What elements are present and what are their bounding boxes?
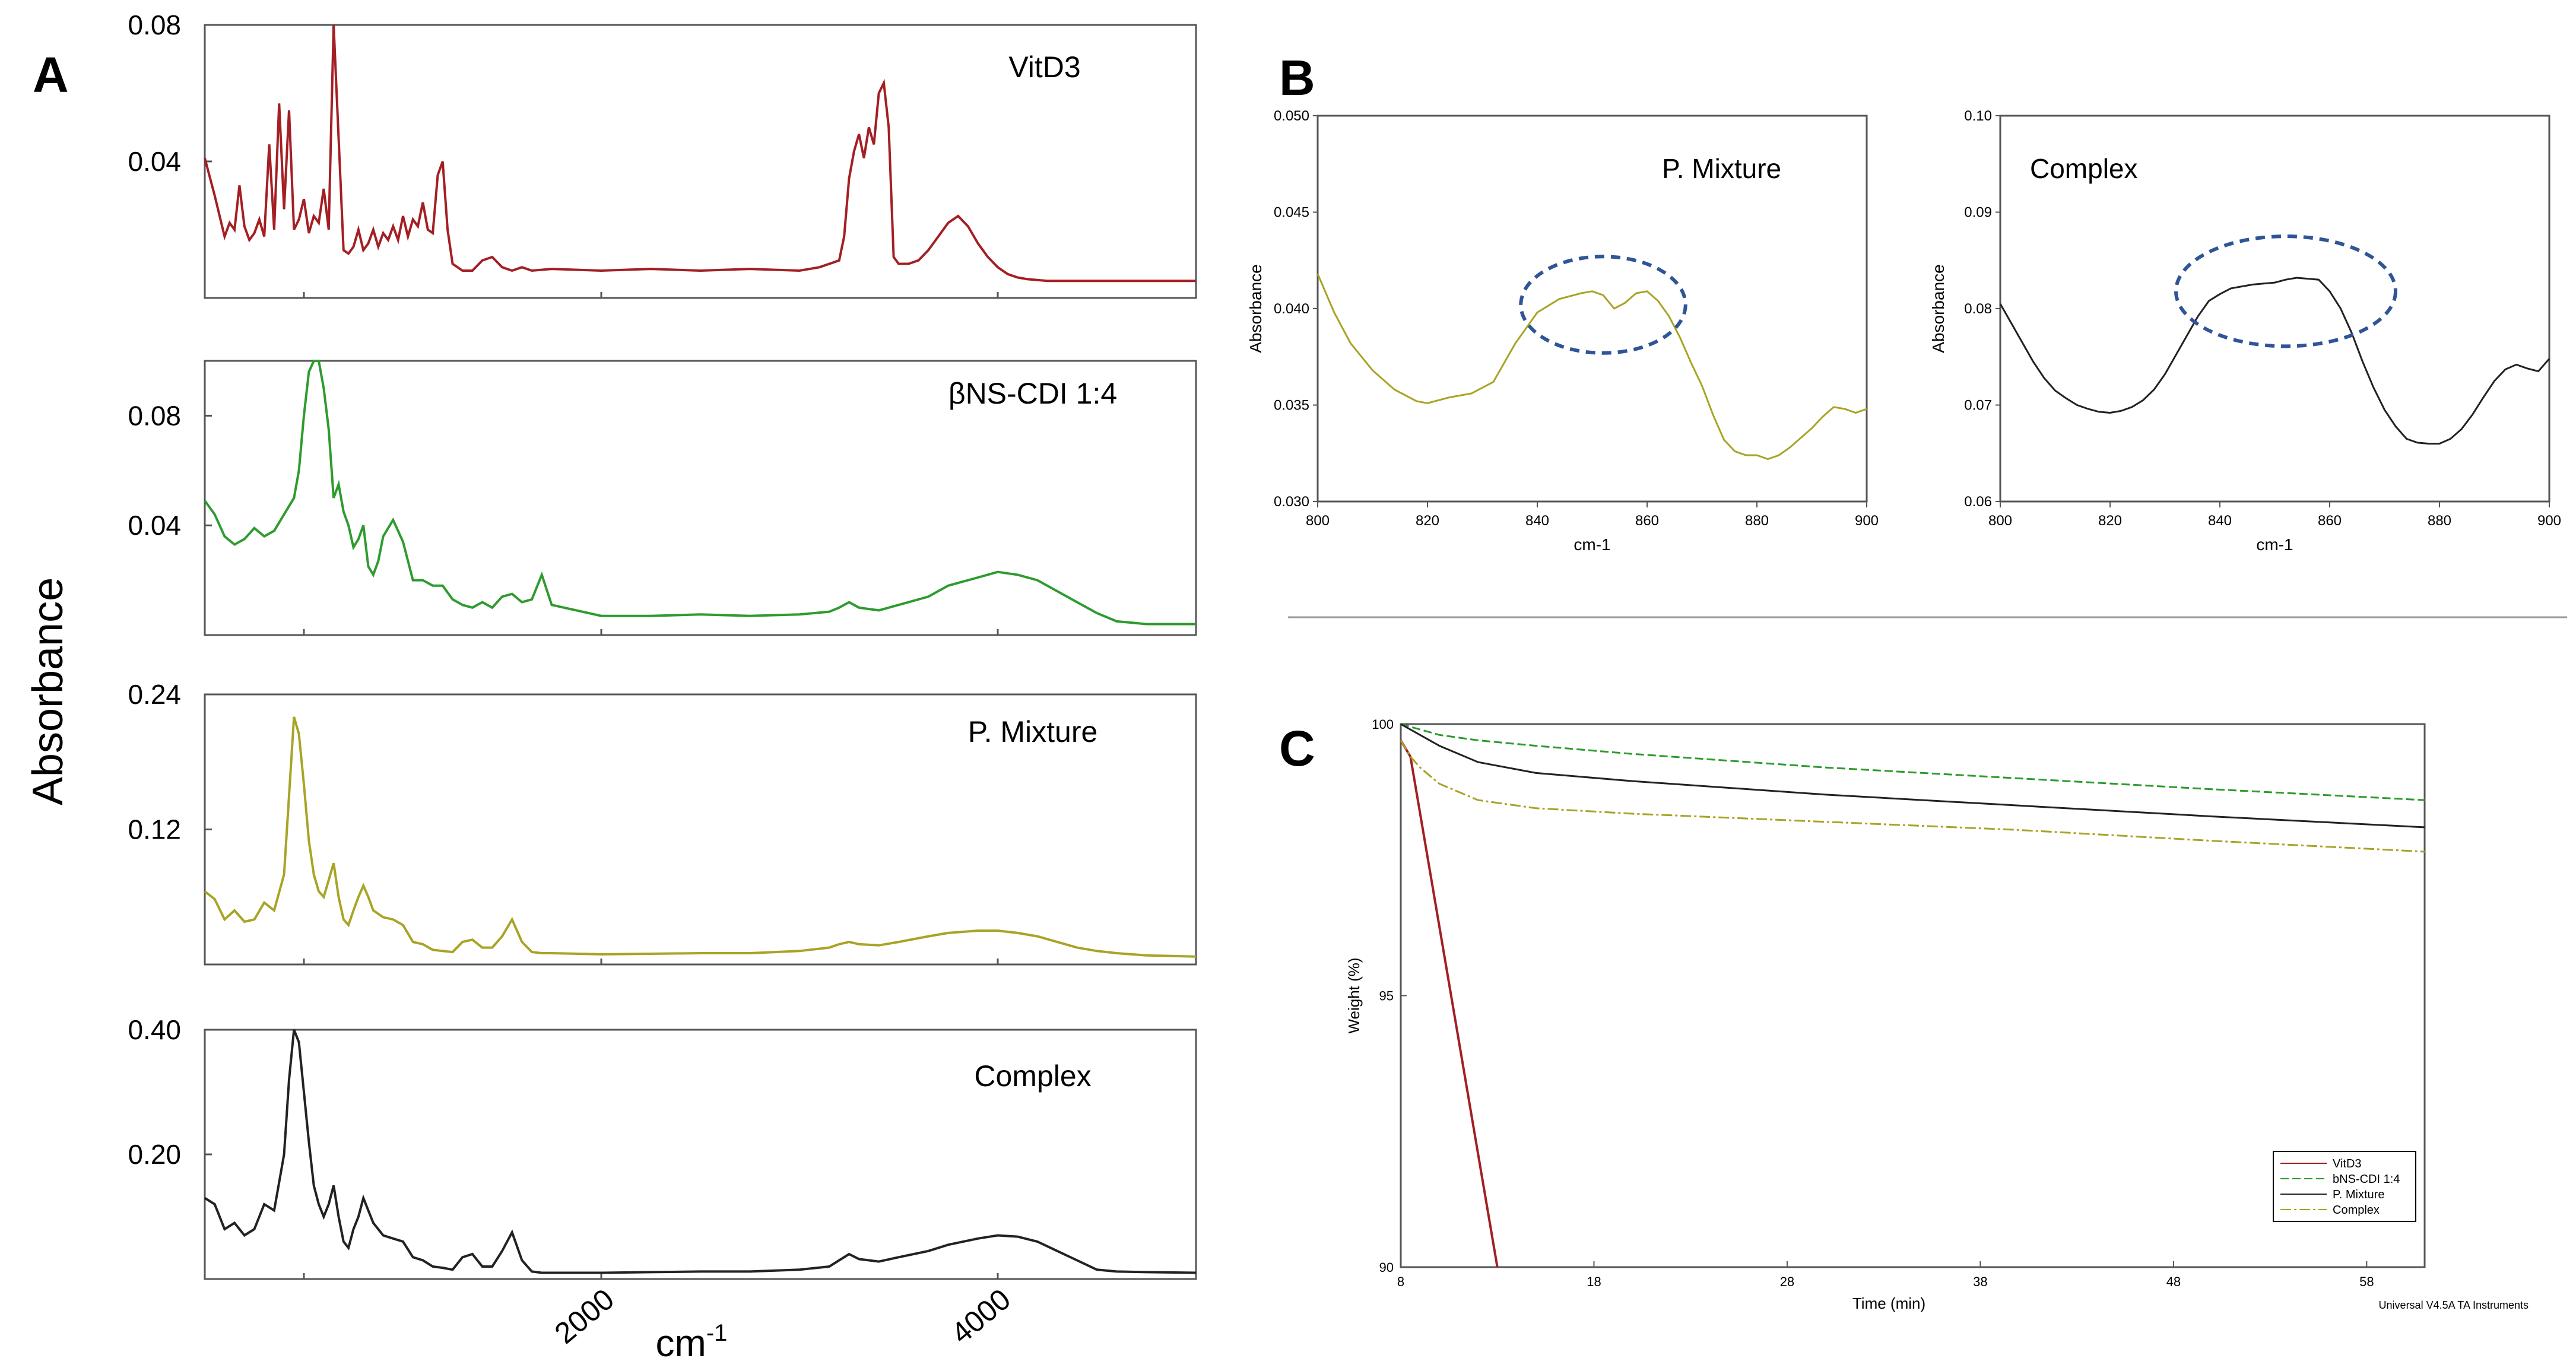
a-ylabel: Absorbance <box>24 577 72 805</box>
b1-ytick: 0.035 <box>1274 398 1309 414</box>
c-legend-item-vitd3: VitD3 <box>2333 1157 2362 1170</box>
c-xtick: 18 <box>1587 1274 1601 1289</box>
b1-frame <box>1316 115 1868 503</box>
b1-xtick: 820 <box>1416 513 1439 529</box>
c-legend-item-pmixture: P. Mixture <box>2333 1188 2384 1201</box>
panel-label-c: C <box>1279 721 1315 776</box>
b2-ylabel: Absorbance <box>1929 264 1947 353</box>
c-series-line <box>1400 723 2425 829</box>
a4-complex-line <box>204 1029 1197 1274</box>
b2-ytick: 0.09 <box>1964 205 1992 221</box>
a2-bns-cdi-line <box>204 360 1196 626</box>
a2-ytick: 0.08 <box>128 400 181 431</box>
b2-highlight-ellipse <box>2174 234 2397 348</box>
c-series-line <box>1400 740 2425 853</box>
b1-xtick: 900 <box>1855 513 1879 529</box>
a-xtick-4000: 4000 <box>945 1283 1017 1350</box>
c-xtick: 38 <box>1973 1274 1987 1289</box>
a2-frame <box>204 360 1197 636</box>
a3-series-label: P. Mixture <box>968 715 1098 748</box>
b1-plot: P. Mixture cm-1 Absorbance 800 820 840 8… <box>1246 108 1879 554</box>
b2-xtick: 860 <box>2318 513 2342 529</box>
b1-xlabel: cm-1 <box>1573 535 1610 554</box>
b2-xtick: 900 <box>2537 513 2561 529</box>
b2-xlabel: cm-1 <box>2256 535 2293 554</box>
a-xtick-2000: 2000 <box>548 1283 620 1350</box>
a1-ytick: 0.08 <box>128 9 181 40</box>
b2-xtick: 880 <box>2428 513 2451 529</box>
c-xlabel: Time (min) <box>1852 1294 1925 1312</box>
a1-series-label: VitD3 <box>1008 50 1080 84</box>
b2-series-label: Complex <box>2030 153 2138 184</box>
c-series-line <box>1400 723 2425 801</box>
c-footer: Universal V4.5A TA Instruments <box>2379 1299 2529 1311</box>
b2-ytick: 0.08 <box>1964 301 1992 317</box>
b1-xtick: 800 <box>1306 513 1330 529</box>
b1-ytick: 0.045 <box>1274 205 1309 221</box>
c-xtick: 8 <box>1397 1274 1404 1289</box>
a1-ytick: 0.04 <box>128 146 181 177</box>
c-legend-item-bns-cdi: bNS-CDI 1:4 <box>2333 1173 2400 1186</box>
b1-ylabel: Absorbance <box>1246 264 1265 353</box>
c-xtick: 28 <box>1780 1274 1794 1289</box>
b2-ytick: 0.10 <box>1964 108 1992 124</box>
a3-ytick: 0.12 <box>128 814 181 845</box>
b2-xtick: 800 <box>1988 513 2012 529</box>
b1-xtick: 860 <box>1635 513 1659 529</box>
a2-plot: βNS-CDI 1:4 0.08 0.04 <box>128 360 1197 636</box>
c-xtick: 48 <box>2166 1274 2181 1289</box>
b1-xtick: 840 <box>1525 513 1549 529</box>
b2-ytick: 0.07 <box>1964 398 1992 414</box>
c-xtick: 58 <box>2359 1274 2374 1289</box>
a3-pmixture-line <box>204 716 1197 958</box>
a1-plot: VitD3 0.08 0.04 <box>128 9 1197 299</box>
a1-vitd3-line <box>204 24 1196 283</box>
b1-ytick: 0.040 <box>1274 301 1309 317</box>
c-ytick: 90 <box>1379 1260 1394 1275</box>
c-ylabel: Weight (%) <box>1345 957 1363 1033</box>
a2-ytick: 0.04 <box>128 510 181 541</box>
a4-ytick: 0.40 <box>128 1014 181 1045</box>
a-xlabel: cm-1 <box>656 1320 728 1364</box>
c-frame <box>1400 723 2426 1268</box>
a2-series-label: βNS-CDI 1:4 <box>948 377 1117 410</box>
c-ytick: 100 <box>1372 717 1394 732</box>
b2-xtick: 820 <box>2098 513 2122 529</box>
b2-complex-line <box>1999 277 2550 445</box>
b2-ytick: 0.06 <box>1964 494 1992 510</box>
c-legend-item-complex: Complex <box>2333 1204 2380 1217</box>
a4-ytick: 0.20 <box>128 1139 181 1170</box>
b1-ytick: 0.030 <box>1274 494 1309 510</box>
c-series-line <box>1400 740 1499 1268</box>
b1-pmixture-line <box>1316 273 1867 461</box>
b1-highlight-ellipse <box>1519 255 1687 355</box>
b2-plot: Complex cm-1 Absorbance 800 820 840 860 … <box>1929 108 2561 554</box>
a4-plot: Complex 0.40 0.20 2000 4000 <box>128 1014 1197 1350</box>
c-plot: Time (min) Weight (%) Universal V4.5A TA… <box>1345 717 2529 1312</box>
panel-label-b: B <box>1279 50 1315 106</box>
b1-series-label: P. Mixture <box>1662 153 1781 184</box>
a4-series-label: Complex <box>974 1059 1091 1093</box>
c-ytick: 95 <box>1379 989 1394 1004</box>
b1-ytick: 0.050 <box>1274 108 1309 124</box>
b2-xtick: 840 <box>2208 513 2232 529</box>
c-legend: VitD3 bNS-CDI 1:4 P. Mixture Complex <box>2273 1151 2416 1222</box>
a3-ytick: 0.24 <box>128 679 181 710</box>
b1-xtick: 880 <box>1745 513 1769 529</box>
a3-plot: P. Mixture 0.24 0.12 <box>128 679 1197 966</box>
panel-label-a: A <box>33 47 69 103</box>
